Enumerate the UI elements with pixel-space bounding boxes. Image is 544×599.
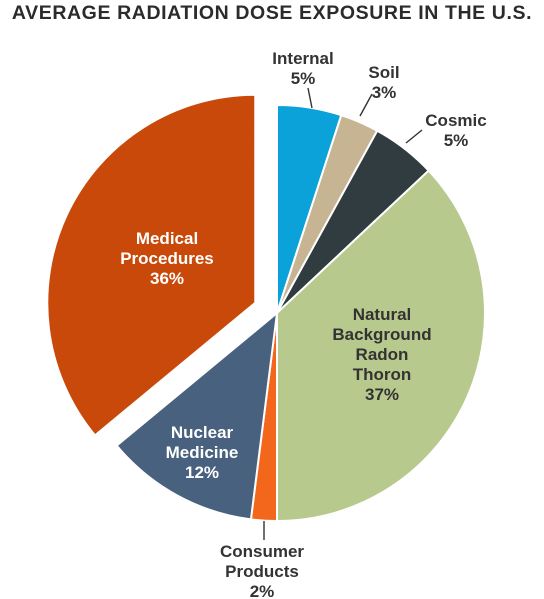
slice-label-line: Cosmic (425, 111, 486, 130)
leader-line-soil (359, 93, 373, 117)
leader-line-internal (307, 87, 313, 109)
slice-value-natural-background: 37% (365, 385, 399, 404)
slice-value-consumer-products: 2% (250, 582, 275, 599)
slice-label-line: Medical (136, 229, 198, 248)
slice-value-cosmic: 5% (444, 131, 469, 150)
slice-label-line: Products (225, 562, 299, 581)
slice-label-line: Thoron (353, 365, 412, 384)
slice-value-medical-procedures: 36% (150, 269, 184, 288)
slice-label-line: Consumer (220, 542, 304, 561)
slice-value-internal: 5% (291, 69, 316, 88)
slice-value-soil: 3% (372, 83, 397, 102)
slice-label-line: Soil (368, 63, 399, 82)
pie-slice-natural-background (276, 169, 486, 523)
slice-label-line: Radon (356, 345, 409, 364)
slice-label-line: Medicine (166, 443, 239, 462)
leader-line-cosmic (405, 129, 423, 144)
slice-label-line: Natural (353, 305, 412, 324)
slice-label-nuclear-medicine: Nuclear Medicine 12% (166, 423, 239, 482)
slice-label-line: Internal (272, 49, 333, 68)
slice-label-soil: Soil 3% (368, 63, 399, 102)
chart-title: AVERAGE RADIATION DOSE EXPOSURE IN THE U… (11, 2, 533, 24)
slice-label-cosmic: Cosmic 5% (425, 111, 486, 150)
slice-label-consumer-products: Consumer Products 2% (220, 542, 304, 599)
slice-label-line: Background (332, 325, 431, 344)
pie-slice-medical-procedures (46, 93, 257, 437)
slice-label-internal: Internal 5% (272, 49, 333, 88)
pie-slice-nuclear-medicine (115, 310, 279, 521)
slice-value-nuclear-medicine: 12% (185, 463, 219, 482)
slice-label-natural-background: Natural Background Radon Thoron 37% (332, 305, 431, 404)
slice-label-line: Procedures (120, 249, 214, 268)
slice-label-medical-procedures: Medical Procedures 36% (120, 229, 214, 288)
slice-label-line: Nuclear (171, 423, 234, 442)
